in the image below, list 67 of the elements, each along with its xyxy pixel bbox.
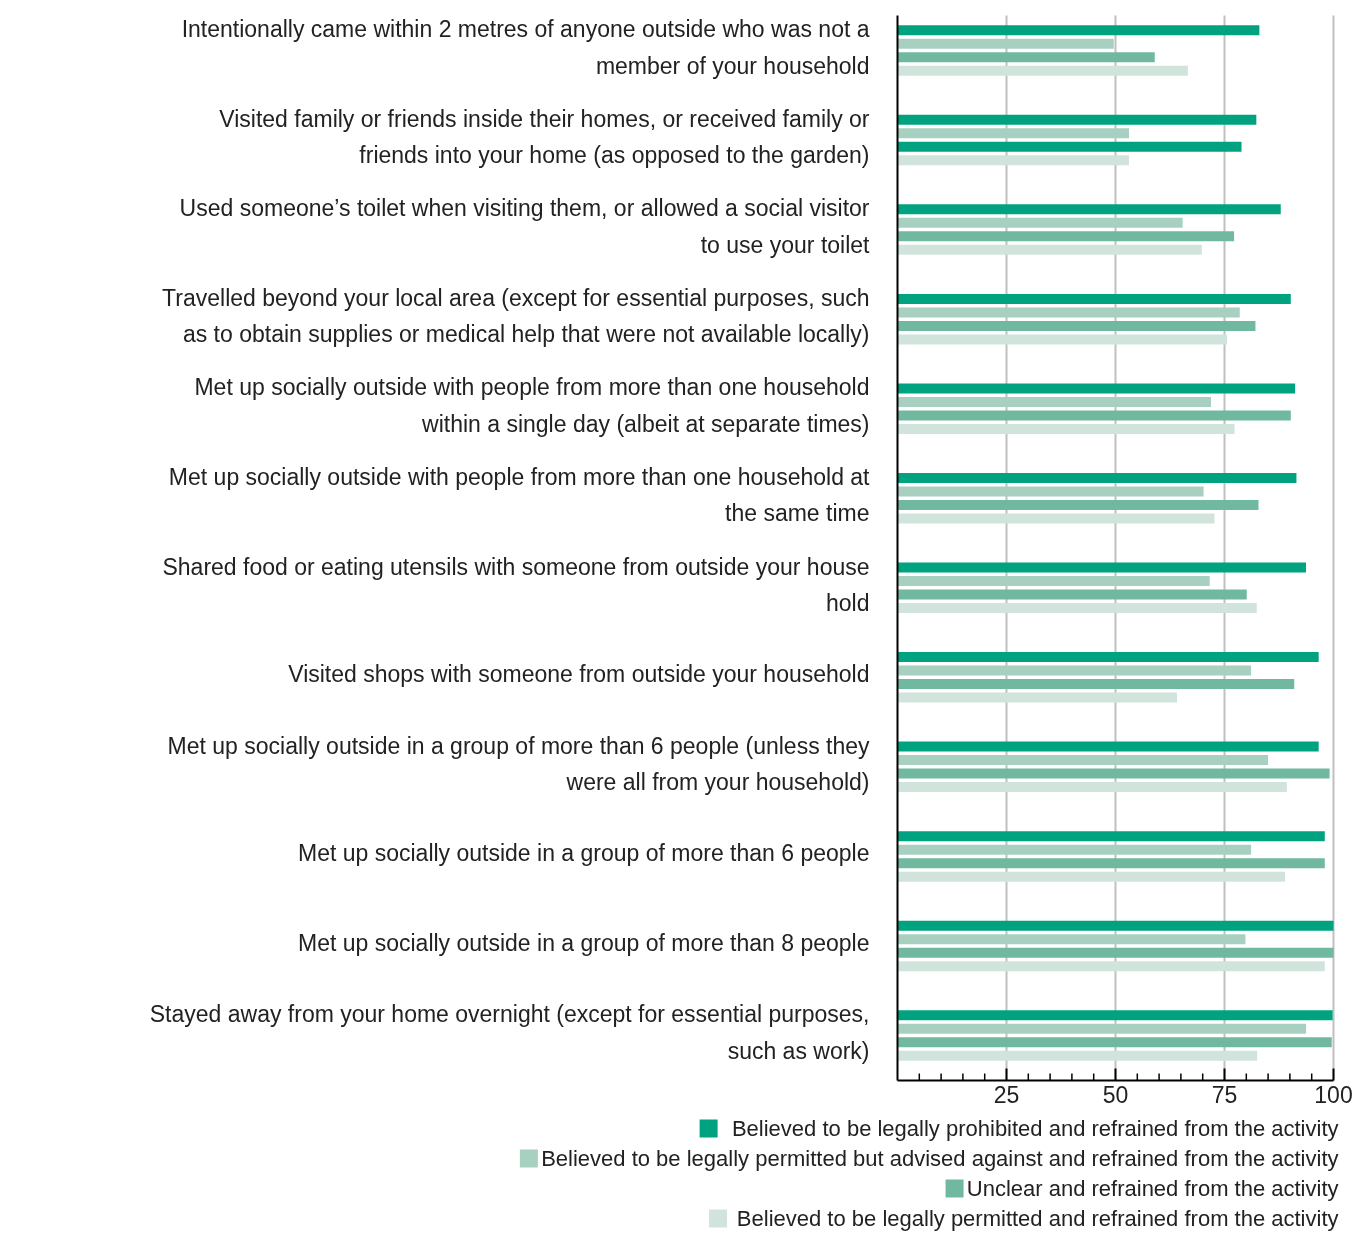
bar	[897, 768, 1330, 779]
bar	[897, 128, 1130, 139]
bar	[897, 741, 1319, 752]
bar	[897, 334, 1228, 345]
y-tick-label: Stayed away from your home overnight (except for essential purposes, such as work)	[149, 1001, 870, 1064]
bar	[897, 844, 1252, 855]
x-tick-label: 25	[993, 1081, 1020, 1108]
bar	[897, 589, 1247, 600]
legend-label: Believed to be legally prohibited and refrained from the activity	[731, 1116, 1339, 1141]
bar	[897, 38, 1114, 49]
bar	[897, 217, 1183, 228]
bar	[897, 961, 1325, 972]
bar	[897, 25, 1260, 36]
y-tick-label: Met up socially outside in a group of more than 6 people (unless they were all from your household)	[167, 732, 870, 796]
bar	[897, 410, 1291, 421]
y-tick-label: Met up socially outside with people from more than one household within a single day (albeit at separate times)	[194, 374, 870, 437]
y-tick-label: Intentionally came within 2 metres of anyone outside who was not a member of your household	[181, 16, 870, 79]
y-tick-label: Visited shops with someone from outside your household	[288, 661, 870, 688]
bar	[897, 576, 1210, 587]
bar	[897, 858, 1325, 869]
y-tick-label: Visited family or friends inside their homes, or received family or friends into your home (as opposed to the garden)	[219, 105, 870, 169]
bar	[897, 603, 1257, 614]
bar	[897, 52, 1155, 63]
bar	[897, 204, 1281, 215]
bar	[897, 383, 1296, 394]
bar	[897, 1050, 1258, 1061]
bar	[897, 665, 1252, 676]
y-tick-label: Used someone’s toilet when visiting them, or allowed a social visitor to use your toilet	[179, 195, 871, 258]
bar	[897, 293, 1291, 304]
bar	[897, 1010, 1333, 1021]
y-tick-label: Met up socially outside in a group of more than 8 people	[297, 929, 870, 956]
bar	[897, 307, 1240, 318]
y-tick-label: Met up socially outside in a group of more than 6 people	[297, 840, 870, 867]
bar	[897, 1037, 1332, 1048]
bar	[897, 920, 1334, 931]
bar	[897, 871, 1286, 882]
bar	[897, 155, 1130, 166]
bar	[897, 1023, 1307, 1034]
legend-label: Believed to be legally permitted but advised against and refrained from the activity	[541, 1146, 1339, 1171]
bar	[897, 831, 1325, 842]
bar	[897, 396, 1211, 407]
bar	[897, 65, 1188, 76]
bar	[897, 320, 1256, 331]
bar	[897, 562, 1307, 573]
bar	[897, 652, 1319, 663]
bar	[897, 679, 1295, 690]
bar	[897, 755, 1269, 766]
x-tick-label: 100	[1314, 1081, 1353, 1108]
bar	[897, 472, 1297, 483]
bar	[897, 486, 1204, 497]
y-tick-label: Travelled beyond your local area (except for essential purposes, such as to obtain supplies or medical help that were not available locally)	[162, 284, 870, 348]
bar	[897, 934, 1246, 945]
y-tick-label: Met up socially outside with people from more than one household at the same time	[168, 464, 871, 527]
x-tick-label: 50	[1102, 1081, 1129, 1108]
bar	[897, 244, 1202, 255]
y-tick-label: Shared food or eating utensils with someone from outside your house hold	[162, 553, 870, 616]
bar	[897, 782, 1287, 793]
x-tick-label: 75	[1211, 1081, 1238, 1108]
bar	[897, 114, 1257, 125]
legend-label: Believed to be legally permitted and refrained from the activity	[736, 1206, 1339, 1231]
bar	[897, 423, 1235, 434]
bar	[897, 947, 1334, 958]
bar	[897, 499, 1259, 510]
bar	[897, 231, 1235, 242]
bar	[897, 513, 1215, 524]
legend-label: Unclear and refrained from the activity	[966, 1176, 1339, 1201]
bar	[897, 692, 1177, 703]
